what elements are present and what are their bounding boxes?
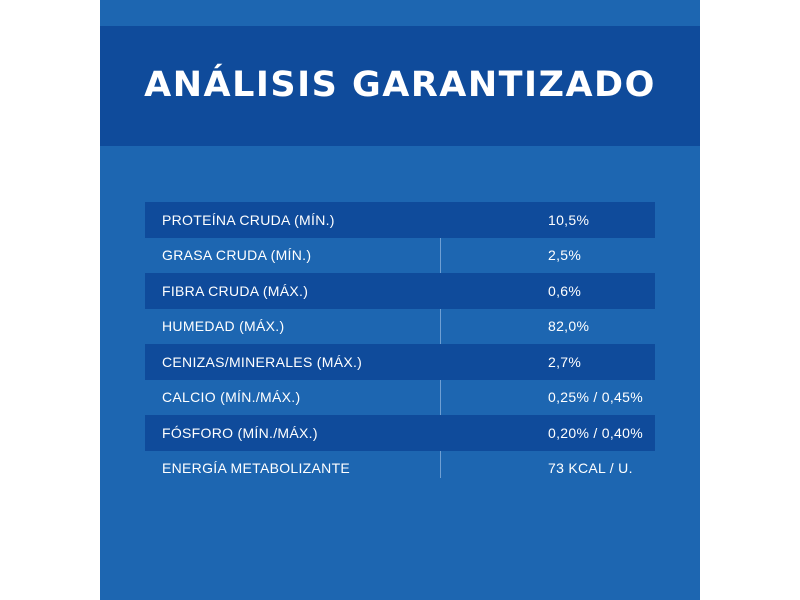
table-row: FIBRA CRUDA (MÁX.) 0,6% <box>145 273 655 309</box>
column-divider <box>440 202 441 478</box>
title-banner: ANÁLISIS GARANTIZADO <box>100 26 700 146</box>
analysis-table: PROTEÍNA CRUDA (MÍN.) 10,5% GRASA CRUDA … <box>145 202 655 486</box>
row-label: CALCIO (MÍN./MÁX.) <box>162 389 301 406</box>
table-row: PROTEÍNA CRUDA (MÍN.) 10,5% <box>145 202 655 238</box>
row-value: 0,25% / 0,45% <box>548 389 643 406</box>
row-value: 10,5% <box>548 211 590 228</box>
row-label: FIBRA CRUDA (MÁX.) <box>162 282 309 299</box>
table-row: GRASA CRUDA (MÍN.) 2,5% <box>145 238 655 274</box>
row-value: 0,6% <box>548 282 582 299</box>
page-title: ANÁLISIS GARANTIZADO <box>144 65 656 105</box>
nutrition-panel: ANÁLISIS GARANTIZADO PROTEÍNA CRUDA (MÍN… <box>100 0 700 600</box>
table-row: FÓSFORO (MÍN./MÁX.) 0,20% / 0,40% <box>145 415 655 451</box>
row-label: HUMEDAD (MÁX.) <box>162 318 285 335</box>
row-value: 73 KCAL / U. <box>548 460 633 477</box>
row-label: PROTEÍNA CRUDA (MÍN.) <box>162 211 335 228</box>
row-value: 2,7% <box>548 353 582 370</box>
table-row: CALCIO (MÍN./MÁX.) 0,25% / 0,45% <box>145 380 655 416</box>
row-label: FÓSFORO (MÍN./MÁX.) <box>162 424 318 441</box>
row-label: GRASA CRUDA (MÍN.) <box>162 247 312 264</box>
row-label: ENERGÍA METABOLIZANTE <box>162 460 351 477</box>
row-value: 0,20% / 0,40% <box>548 424 643 441</box>
table-row: CENIZAS/MINERALES (MÁX.) 2,7% <box>145 344 655 380</box>
row-value: 2,5% <box>548 247 582 264</box>
row-value: 82,0% <box>548 318 590 335</box>
table-row: HUMEDAD (MÁX.) 82,0% <box>145 309 655 345</box>
table-row: ENERGÍA METABOLIZANTE 73 KCAL / U. <box>145 451 655 487</box>
row-label: CENIZAS/MINERALES (MÁX.) <box>162 353 363 370</box>
